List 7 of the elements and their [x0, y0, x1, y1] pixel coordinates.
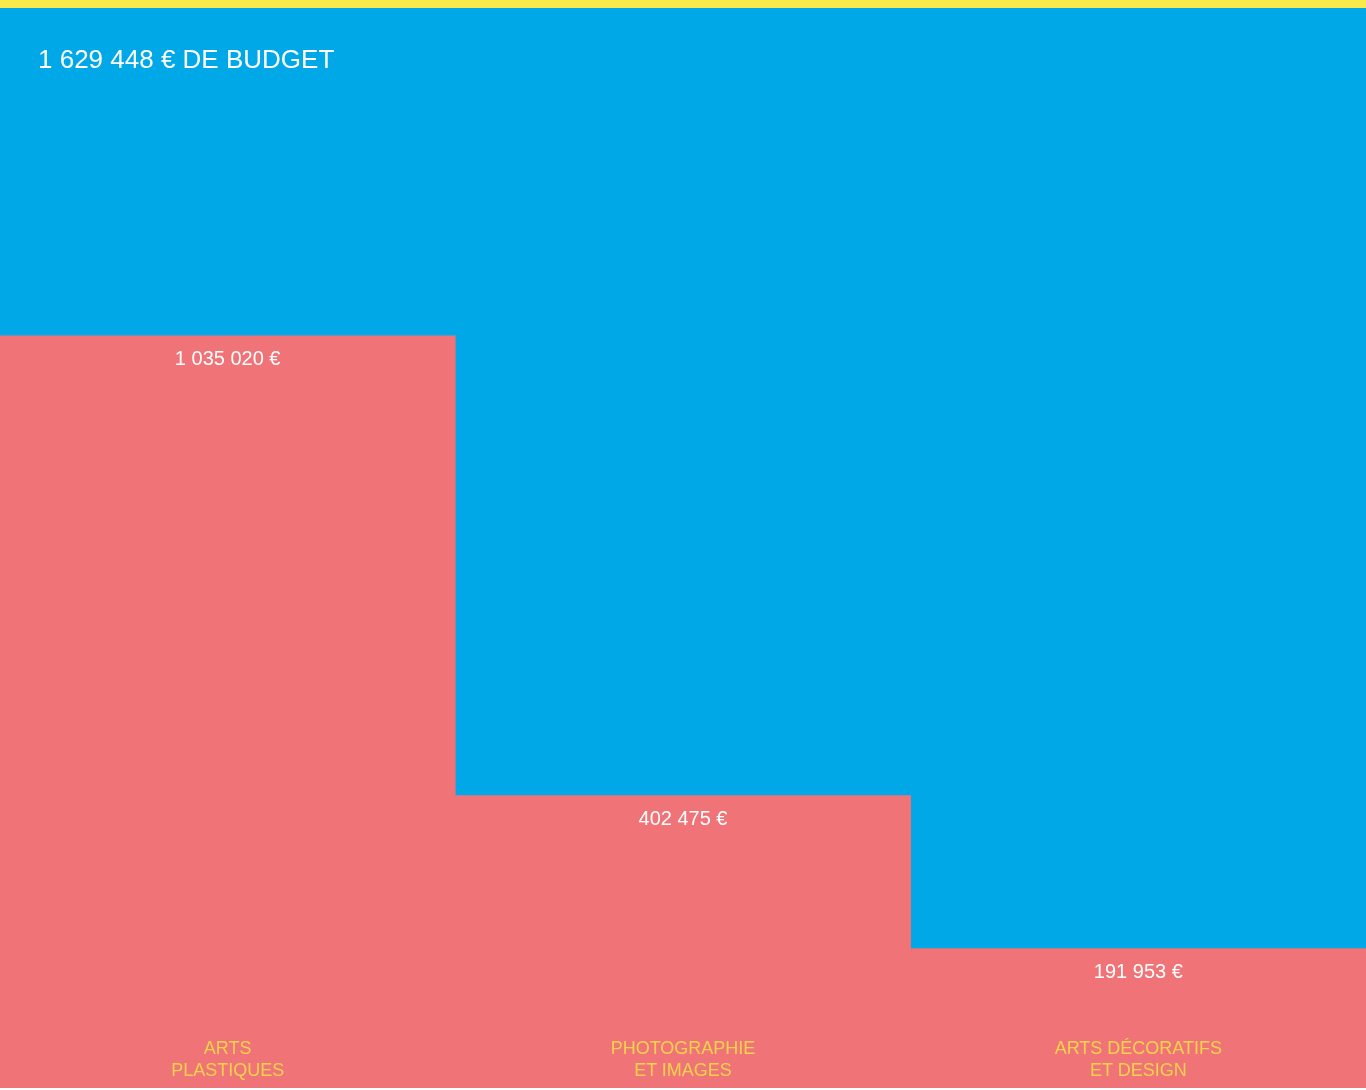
x-tick-label: ARTS PLASTIQUES	[171, 1037, 285, 1080]
chart-title: 1 629 448 € DE BUDGET	[38, 44, 335, 75]
data-label: 191 953 €	[1093, 960, 1183, 983]
x-tick-label: ARTS DÉCORATIFS ET DESIGN	[1054, 1037, 1223, 1080]
data-label: 402 475 €	[638, 807, 728, 830]
x-tick-label: PHOTOGRAPHIE ET IMAGES	[610, 1037, 756, 1080]
data-label: 1 035 020 €	[174, 347, 281, 370]
